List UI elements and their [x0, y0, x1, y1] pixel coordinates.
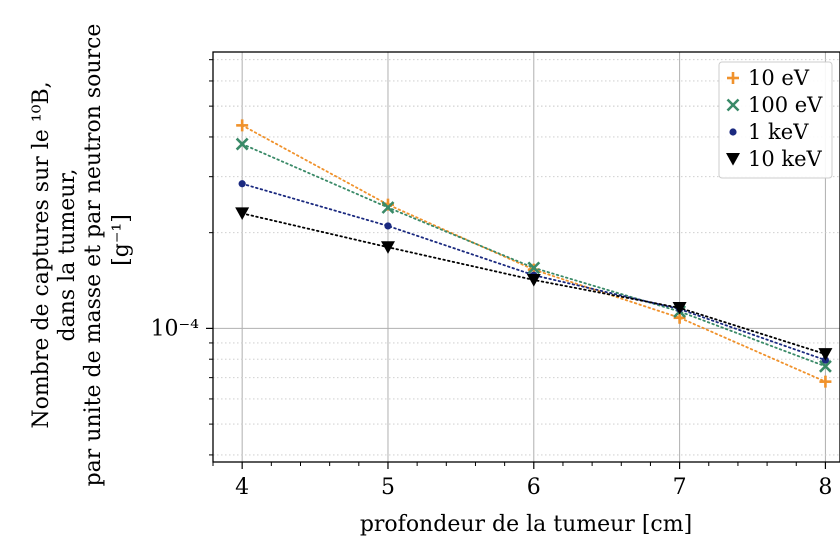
data-point-b: [235, 137, 249, 151]
legend-marker: [726, 98, 740, 112]
data-point: [672, 301, 687, 315]
x-tick-label: 5: [381, 475, 395, 500]
data-point: [818, 359, 832, 373]
legend-marker-b: [726, 98, 740, 112]
data-point: [235, 207, 250, 221]
y-axis-label: Nombre de captures sur le ¹⁰B, dans la t…: [29, 24, 134, 487]
legend-label: 100 eV: [748, 93, 823, 117]
data-point: [381, 201, 395, 214]
legend-label: 10 keV: [748, 147, 823, 171]
legend-label: 1 keV: [748, 120, 809, 144]
data-point: [384, 222, 392, 230]
y-tick-label: 10⁻⁴: [151, 316, 200, 341]
y-axis-label-line-3: par unite de masse et par neutron source: [81, 24, 106, 487]
legend-entries: 10 eV 100 eV 1 keV 10 keV: [726, 66, 823, 171]
x-axis-label: profondeur de la tumeur [cm]: [360, 512, 692, 537]
data-point: [236, 119, 249, 132]
data-point-b: [818, 359, 832, 373]
data-point: [527, 261, 541, 275]
plot-frame: [212, 51, 840, 463]
legend: 10 eV 100 eV 1 keV 10 keV: [718, 61, 833, 179]
data-point: [238, 180, 246, 188]
data-point: [380, 241, 395, 254]
x-tick-label: 7: [673, 475, 687, 500]
grid-layer: [213, 52, 840, 462]
y-axis-label-line-1: Nombre de captures sur le ¹⁰B,: [29, 81, 54, 428]
x-tick-label: 4: [235, 475, 249, 500]
series-10-kev: [235, 207, 833, 361]
data-point-b: [381, 201, 395, 214]
y-axis-label-line-2: dans la tumeur,: [55, 169, 80, 342]
data-point: [235, 137, 249, 151]
legend-marker: [729, 128, 737, 136]
x-tick-label: 8: [818, 475, 832, 500]
data-point: [818, 348, 833, 361]
y-axis-label-line-4: [g⁻¹]: [109, 214, 134, 266]
data-point: [526, 274, 541, 287]
x-tick-label: 6: [527, 475, 541, 500]
legend-marker: [726, 153, 740, 166]
legend-box: [718, 61, 833, 179]
data-point: [819, 375, 832, 388]
legend-label: 10 eV: [748, 66, 810, 90]
series-layer: [235, 119, 833, 388]
data-point-b: [527, 261, 541, 275]
ticks-layer: 4 5 6 7 8 10⁻⁴: [151, 59, 832, 500]
legend-marker: [727, 72, 739, 84]
series-line: [241, 182, 827, 361]
